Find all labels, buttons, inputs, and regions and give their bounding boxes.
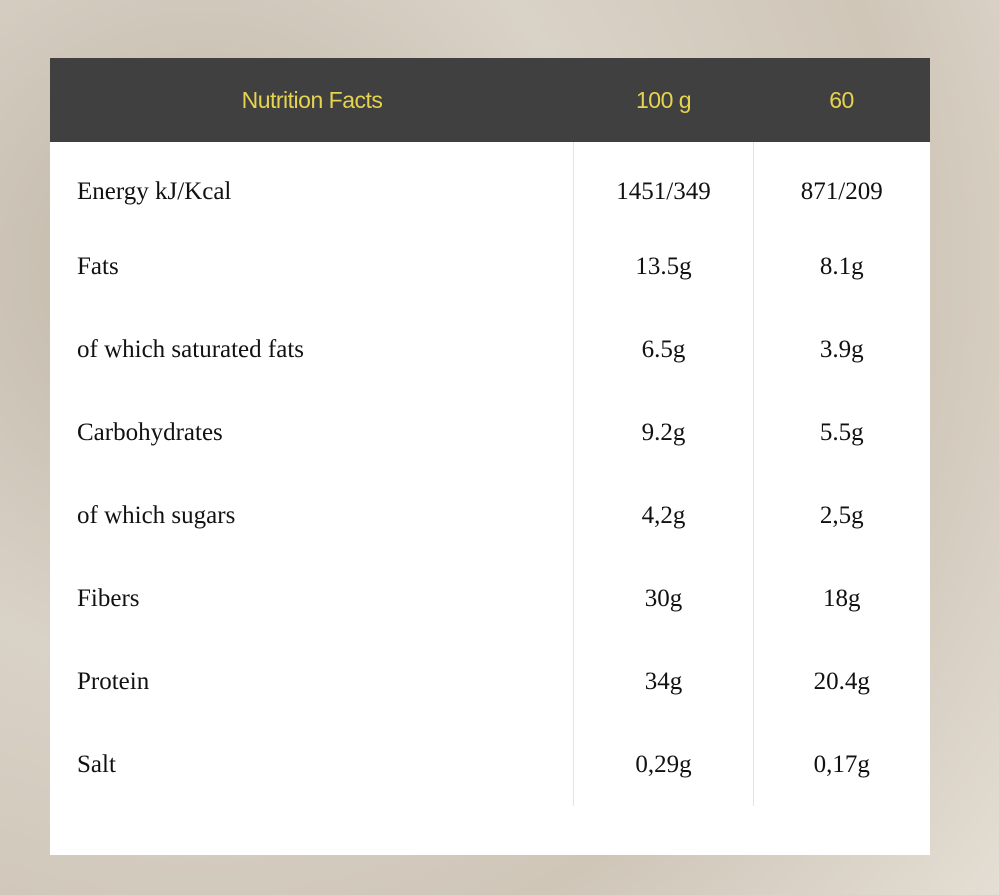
value-per-100g: 30g <box>573 557 754 640</box>
value-per-100g: 0,29g <box>573 723 754 806</box>
nutrient-name: of which sugars <box>77 501 236 529</box>
nutrient-name: Energy kJ/Kcal <box>77 177 232 205</box>
table-row: Salt 0,29g 0,17g <box>50 723 930 806</box>
table-row: Fats 13.5g 8.1g <box>50 225 930 308</box>
value-per-serving: 5.5g <box>819 418 864 446</box>
nutrient-name: Protein <box>77 667 150 695</box>
nutrient-name: Fibers <box>77 584 140 612</box>
value-per-serving: 0,17g <box>813 750 870 778</box>
nutrition-table: Nutrition Facts 100 g 60 Energy kJ/Kcal 1… <box>50 58 930 806</box>
value-per-serving: 3.9g <box>819 335 864 363</box>
header-serving: 60 <box>829 86 854 113</box>
value-per-serving: 871/209 <box>800 177 883 205</box>
nutrition-card: Nutrition Facts 100 g 60 Energy kJ/Kcal 1… <box>50 58 930 855</box>
table-row: Energy kJ/Kcal 1451/349 871/209 <box>50 142 930 225</box>
value-per-serving: 2,5g <box>819 501 864 529</box>
header-100g: 100 g <box>635 86 692 113</box>
value-per-100g: 13.5g <box>573 225 754 308</box>
value-per-100g: 4,2g <box>573 474 754 557</box>
value-per-100g: 6.5g <box>573 308 754 391</box>
header-row: Nutrition Facts 100 g 60 <box>50 58 930 142</box>
value-per-serving: 8.1g <box>819 252 864 280</box>
table-row: of which saturated fats 6.5g 3.9g <box>50 308 930 391</box>
value-per-100g: 9.2g <box>573 391 754 474</box>
nutrient-name: Carbohydrates <box>77 418 223 446</box>
table-row: Fibers 30g 18g <box>50 557 930 640</box>
value-per-100g: 1451/349 <box>573 142 754 225</box>
value-per-100g: 34g <box>573 640 754 723</box>
header-nutrition-facts: Nutrition Facts <box>241 86 383 113</box>
value-per-serving: 20.4g <box>813 667 870 695</box>
nutrient-name: Fats <box>77 252 119 280</box>
table-row: Carbohydrates 9.2g 5.5g <box>50 391 930 474</box>
nutrient-name: of which saturated fats <box>77 335 305 363</box>
value-per-serving: 18g <box>823 584 861 612</box>
nutrient-name: Salt <box>77 750 116 778</box>
table-row: Protein 34g 20.4g <box>50 640 930 723</box>
table-row: of which sugars 4,2g 2,5g <box>50 474 930 557</box>
